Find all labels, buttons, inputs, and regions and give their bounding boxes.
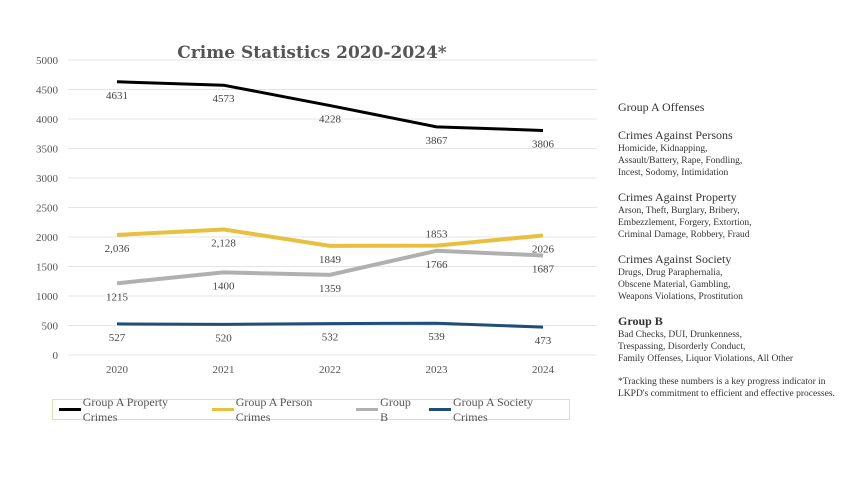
- x-tick-label: 2021: [213, 364, 235, 376]
- legend-item: Group A Property Crimes: [59, 395, 204, 425]
- footnote: *Tracking these numbers is a key progres…: [618, 377, 835, 399]
- data-labels: 4631 4573 4228 3867 3806 2,036 2,128 1849 1853 20…: [105, 90, 555, 347]
- y-tick-label: 2500: [36, 203, 59, 215]
- legend-swatch: [429, 408, 451, 411]
- y-tick-label: 4000: [36, 114, 59, 126]
- legend-label: Group A Property Crimes: [82, 394, 169, 424]
- section-line: Assault/Battery, Rape, Fondling,: [618, 156, 743, 166]
- data-label: 1849: [319, 254, 342, 266]
- offense-section: Crimes Against Persons Homicide, Kidnappi…: [618, 128, 858, 179]
- data-label: 473: [535, 335, 552, 347]
- legend-label: Group B: [380, 394, 411, 424]
- section-line: Drugs, Drug Paraphernalia,: [618, 268, 723, 278]
- group-a-heading: Group A Offenses: [618, 100, 705, 114]
- offense-section: Crimes Against Property Arson, Theft, Bur…: [618, 190, 858, 241]
- x-tick-label: 2020: [106, 364, 129, 376]
- series-lines: [116, 80, 544, 329]
- offense-section: Group B Bad Checks, DUI, Drunkenness, Tres…: [618, 314, 858, 365]
- y-axis: 0 500 1000 1500 2000 2500 3000 3500 4000 4500 5000: [36, 55, 59, 362]
- y-tick-label: 500: [42, 321, 59, 333]
- series-line-1: [116, 227, 544, 248]
- section-line: Obscene Material, Gambling,: [618, 280, 731, 290]
- section-line: Bad Checks, DUI, Drunkenness,: [618, 330, 743, 340]
- data-label: 539: [428, 331, 445, 343]
- section-line: Trespassing, Disorderly Conduct,: [618, 342, 746, 352]
- x-tick-label: 2022: [319, 364, 341, 376]
- data-label: 2,128: [211, 237, 236, 249]
- y-tick-label: 2000: [36, 232, 59, 244]
- legend-label: Group A Society Crimes: [452, 394, 533, 424]
- y-tick-label: 1000: [36, 291, 59, 303]
- y-tick-label: 3000: [36, 173, 59, 185]
- gridlines: [68, 59, 597, 356]
- data-label: 1853: [426, 229, 449, 241]
- data-label: 1766: [426, 259, 449, 271]
- offense-section: Crimes Against Society Drugs, Drug Paraph…: [618, 252, 858, 303]
- section-line: Criminal Damage, Robbery, Fraud: [618, 230, 750, 240]
- data-label: 3867: [426, 135, 449, 147]
- data-label: 532: [322, 332, 339, 344]
- data-label: 4573: [213, 93, 236, 105]
- data-label: 1687: [532, 263, 555, 275]
- chart-title: Crime Statistics 2020-2024*: [177, 43, 447, 63]
- y-tick-label: 1500: [36, 262, 59, 274]
- x-axis: 2020 2021 2022 2023 2024: [106, 364, 555, 376]
- section-title: Crimes Against Property: [618, 190, 737, 204]
- data-label: 4228: [319, 114, 342, 126]
- x-tick-label: 2023: [426, 364, 449, 376]
- legend-swatch: [212, 408, 234, 411]
- section-line: Arson, Theft, Burglary, Bribery,: [618, 206, 740, 216]
- y-tick-label: 4500: [36, 85, 59, 97]
- offense-definitions: Group A Offenses Crimes Against Persons H…: [618, 100, 858, 400]
- section-title: Crimes Against Society: [618, 252, 732, 266]
- y-tick-label: 3500: [36, 144, 59, 156]
- legend-swatch: [356, 408, 379, 411]
- section-line: Homicide, Kidnapping,: [618, 144, 708, 154]
- data-label: 3806: [532, 138, 555, 150]
- x-tick-label: 2024: [532, 364, 555, 376]
- legend-swatch: [59, 408, 81, 411]
- legend-item: Group A Person Crimes: [212, 395, 348, 425]
- legend-item: Group B: [356, 395, 421, 425]
- data-label: 4631: [106, 90, 128, 102]
- section-line: Weapons Violations, Prostitution: [618, 292, 743, 302]
- legend-label: Group A Person Crimes: [235, 394, 313, 424]
- legend: Group A Property Crimes Group A Person Cr…: [52, 395, 570, 424]
- section-line: Embezzlement, Forgery, Extortion,: [618, 218, 752, 228]
- data-label: 527: [109, 332, 126, 344]
- section-title: Group B: [618, 314, 663, 328]
- legend-item: Group A Society Crimes: [429, 395, 569, 425]
- data-label: 1359: [319, 283, 342, 295]
- data-label: 2,036: [105, 243, 130, 255]
- section-title: Crimes Against Persons: [618, 128, 733, 142]
- data-label: 1400: [213, 280, 236, 292]
- section-line: Incest, Sodomy, Intimidation: [618, 168, 729, 178]
- data-label: 1215: [106, 291, 129, 303]
- data-label: 2026: [532, 243, 555, 255]
- data-label: 520: [215, 332, 232, 344]
- y-tick-label: 5000: [36, 55, 59, 67]
- y-tick-label: 0: [53, 350, 59, 362]
- section-line: Family Offenses, Liquor Violations, All …: [618, 354, 794, 364]
